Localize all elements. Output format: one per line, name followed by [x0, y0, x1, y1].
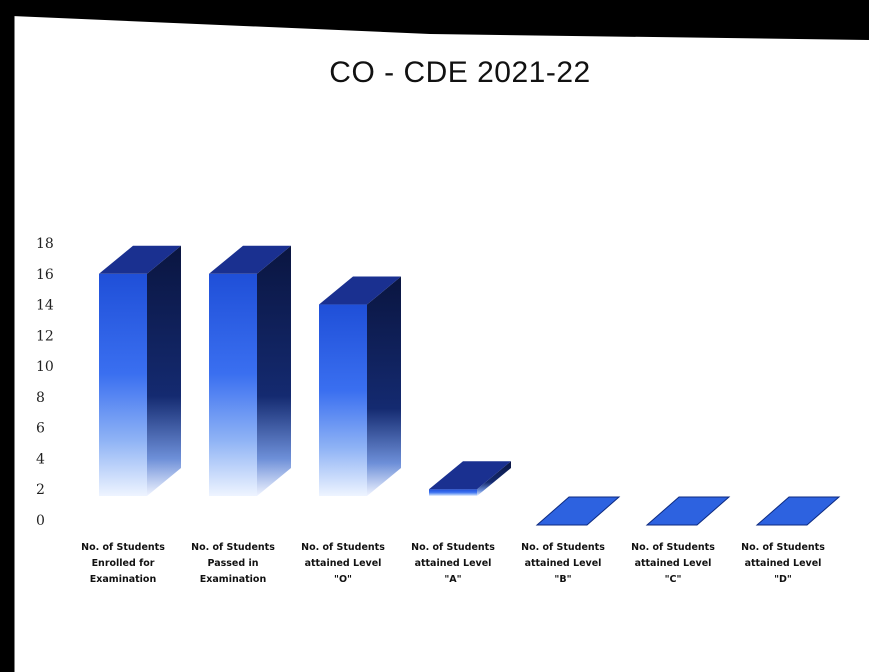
x-tick-label: No. of Students Enrolled for Examination	[71, 540, 175, 588]
x-tick-label-line: attained Level	[634, 558, 712, 569]
y-axis: 0 2 4 6 8 10 12 14 16 18	[36, 236, 54, 529]
x-tick-label: No. of Students attained Level "D"	[731, 540, 835, 588]
bar-zero	[535, 496, 621, 526]
y-tick-label: 6	[36, 421, 45, 437]
bar-zero	[645, 496, 731, 526]
bar-front	[99, 273, 147, 496]
bar-top	[429, 461, 511, 490]
x-tick-label-line: No. of Students	[191, 542, 275, 553]
bar-zero	[755, 496, 841, 526]
x-tick-label-line: No. of Students	[81, 542, 165, 553]
bar	[755, 496, 841, 526]
x-tick-label: No. of Students Passed in Examination	[181, 540, 285, 588]
x-tick-label-line: attained Level	[744, 558, 822, 569]
x-tick-label-line: Examination	[89, 574, 157, 585]
x-tick-label-line: attained Level	[524, 558, 602, 569]
x-tick-label-line: attained Level	[304, 558, 382, 569]
bar	[645, 496, 731, 526]
x-tick-label-line: "C"	[664, 574, 682, 585]
x-tick-label-line: Passed in	[207, 558, 259, 569]
x-tick-label-line: Examination	[199, 574, 267, 585]
bar	[429, 461, 511, 496]
bar-top	[209, 245, 291, 274]
x-tick-label-line: Enrolled for	[91, 558, 155, 569]
x-tick-label: No. of Students attained Level "C"	[621, 540, 725, 588]
x-tick-label-line: No. of Students	[411, 542, 495, 553]
x-tick-label: No. of Students attained Level "B"	[511, 540, 615, 588]
y-tick-label: 18	[36, 236, 54, 252]
bar-side	[257, 245, 291, 496]
y-tick-label: 2	[36, 482, 45, 498]
bar	[319, 276, 401, 496]
x-tick-label: No. of Students attained Level "O"	[291, 540, 395, 588]
bar-top	[99, 245, 181, 274]
y-tick-label: 14	[36, 298, 54, 314]
x-tick-label-line: "D"	[774, 574, 792, 585]
x-tick-label: No. of Students attained Level "A"	[401, 540, 505, 588]
bar-top	[319, 276, 401, 305]
bar-side	[367, 276, 401, 496]
bar	[99, 245, 181, 496]
y-tick-label: 8	[36, 390, 45, 406]
y-tick-label: 10	[36, 359, 54, 375]
bar-side	[147, 245, 181, 496]
x-tick-label-line: No. of Students	[741, 542, 825, 553]
chart-title: CO - CDE 2021-22	[329, 56, 591, 89]
x-tick-label-line: No. of Students	[301, 542, 385, 553]
bar	[209, 245, 291, 496]
x-tick-label-line: No. of Students	[521, 542, 605, 553]
y-tick-label: 12	[36, 328, 54, 344]
bar-front	[429, 489, 477, 496]
x-tick-label-line: "O"	[334, 574, 352, 585]
bar-front	[319, 304, 367, 496]
y-tick-label: 0	[36, 513, 45, 529]
x-tick-label-line: attained Level	[414, 558, 492, 569]
x-tick-label-line: "A"	[444, 574, 462, 585]
x-tick-label-line: "B"	[554, 574, 572, 585]
bars	[99, 245, 841, 526]
y-tick-label: 4	[36, 451, 45, 467]
y-tick-label: 16	[36, 267, 54, 283]
bar-front	[209, 273, 257, 496]
bar	[535, 496, 621, 526]
x-tick-label-line: No. of Students	[631, 542, 715, 553]
bar-side	[477, 461, 511, 496]
frame-border-top	[11, 12, 869, 40]
